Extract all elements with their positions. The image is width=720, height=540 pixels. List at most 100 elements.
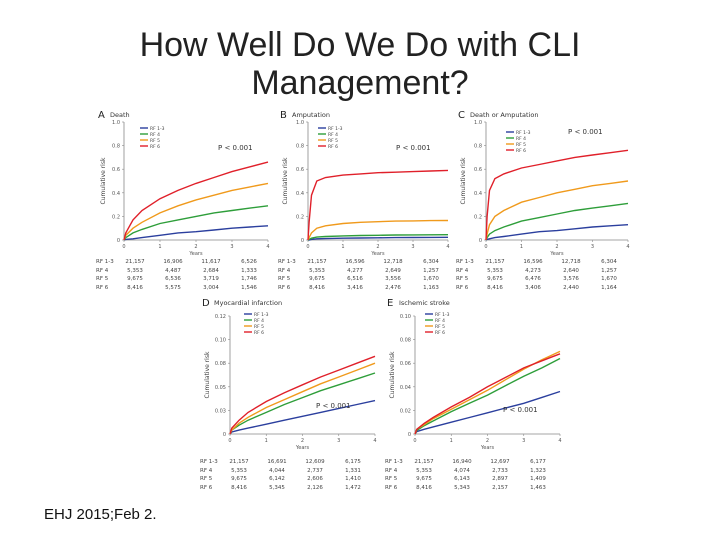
risk-table-cell: 21,157	[229, 459, 249, 466]
x-tick-label: 4	[446, 244, 449, 250]
x-tick-label: 1	[520, 244, 523, 250]
risk-table-row: RF 4 5,353 4,074 2,733 1,323	[385, 467, 557, 476]
x-tick-label: 3	[522, 438, 525, 444]
risk-table-row: RF 1-3 21,157 16,691 12,609 6,175	[200, 458, 372, 467]
legend-label: RF 5	[516, 142, 526, 148]
risk-table-cell: 1,410	[345, 476, 361, 483]
y-tick-label: 0	[301, 238, 304, 244]
risk-table-cell: 4,273	[525, 267, 541, 274]
risk-table-cell: 2,897	[492, 476, 508, 483]
risk-table-e: RF 1-3 21,157 16,940 12,697 6,177 RF 4 5,353 4,…	[385, 458, 557, 492]
y-tick-label: 0.05	[215, 385, 226, 391]
x-tick-label: 3	[411, 244, 414, 250]
risk-table-row: RF 1-3 21,157 16,596 12,718 6,304	[278, 258, 450, 267]
legend-label: RF 1-3	[150, 126, 165, 132]
series-line-rf-5	[485, 180, 629, 241]
risk-table-cell: 2,476	[385, 284, 401, 291]
risk-table-cell: 3,416	[347, 284, 363, 291]
series-line-rf-6	[485, 149, 629, 241]
risk-table-cell: 1,257	[601, 267, 617, 274]
y-tick-label: 0.12	[215, 314, 226, 320]
y-tick-label: 0.4	[296, 191, 304, 197]
panel-letter: E	[387, 298, 393, 309]
p-value: P < 0.001	[316, 402, 351, 410]
risk-table-cell: 2,440	[563, 284, 579, 291]
risk-table-row: RF 5 9,675 6,143 2,897 1,409	[385, 475, 557, 484]
risk-table-row-label: RF 6	[385, 484, 398, 491]
risk-table-cell: 2,737	[307, 467, 323, 474]
risk-table-row: RF 1-3 21,157 16,940 12,697 6,177	[385, 458, 557, 467]
x-tick-label: 3	[591, 244, 594, 250]
panel-title: Death or Amputation	[470, 111, 538, 119]
series-line-rf-1-3	[308, 236, 449, 241]
risk-table-cell: 1,472	[345, 484, 361, 491]
risk-table-cell: 11,617	[201, 259, 221, 266]
risk-table-cell: 6,476	[525, 276, 541, 283]
x-tick-label: 1	[158, 244, 161, 250]
risk-table-cell: 16,940	[452, 459, 472, 466]
x-tick-label: 0	[306, 244, 309, 250]
x-tick-label: 0	[484, 244, 487, 250]
y-tick-label: 0.2	[112, 214, 120, 220]
risk-table-row-label: RF 1-3	[200, 459, 218, 466]
risk-table-cell: 3,576	[563, 276, 579, 283]
risk-table-cell: 9,675	[231, 476, 247, 483]
risk-table-cell: 4,277	[347, 267, 363, 274]
x-tick-label: 2	[301, 438, 304, 444]
risk-table-cell: 3,004	[203, 284, 219, 291]
legend-label: RF 6	[435, 330, 445, 336]
risk-table-cell: 6,142	[269, 476, 285, 483]
risk-table-cell: 5,353	[309, 267, 325, 274]
x-tick-label: 3	[230, 244, 233, 250]
panel-letter: D	[202, 298, 210, 309]
risk-table-c: RF 1-3 21,157 16,596 12,718 6,304 RF 4 5,353 4,…	[456, 258, 628, 292]
risk-table-cell: 16,691	[267, 459, 287, 466]
risk-table-row-label: RF 5	[385, 476, 398, 483]
risk-table-cell: 5,345	[269, 484, 285, 491]
risk-table-row: RF 5 9,675 6,536 3,719 1,746	[96, 275, 268, 284]
y-tick-label: 0.10	[400, 314, 411, 320]
risk-table-cell: 5,353	[416, 467, 432, 474]
p-value: P < 0.001	[218, 144, 253, 152]
risk-table-cell: 1,670	[601, 276, 617, 283]
legend-label: RF 1-3	[435, 312, 450, 318]
series-line-rf-1-3	[414, 390, 561, 435]
panel-title: Death	[110, 111, 130, 119]
legend-label: RF 4	[435, 318, 445, 324]
risk-table-cell: 2,606	[307, 476, 323, 483]
risk-table-cell: 3,406	[525, 284, 541, 291]
slide-title: How Well Do We Do with CLI Management?	[0, 26, 720, 102]
x-tick-label: 1	[265, 438, 268, 444]
risk-table-cell: 6,516	[347, 276, 363, 283]
risk-table-row: RF 4 5,353 4,044 2,737 1,331	[200, 467, 372, 476]
risk-table-row-label: RF 4	[278, 267, 291, 274]
risk-table-row-label: RF 6	[456, 284, 469, 291]
risk-table-cell: 5,343	[454, 484, 470, 491]
risk-table-cell: 2,684	[203, 267, 219, 274]
p-value: P < 0.001	[568, 128, 603, 136]
risk-table-row-label: RF 6	[96, 284, 109, 291]
risk-table-cell: 6,177	[530, 459, 546, 466]
citation: EHJ 2015;Feb 2.	[44, 506, 157, 523]
legend-label: RF 6	[516, 148, 526, 154]
series-line-rf-5	[414, 350, 561, 435]
y-tick-label: 0.4	[474, 191, 482, 197]
series-line-rf-1-3	[485, 224, 629, 241]
risk-table-cell: 6,304	[601, 259, 617, 266]
risk-table-cell: 8,416	[127, 284, 143, 291]
y-tick-label: 0.2	[474, 214, 482, 220]
risk-table-row: RF 4 5,353 4,277 2,649 1,257	[278, 267, 450, 276]
x-tick-label: 0	[413, 438, 416, 444]
risk-table-row-label: RF 6	[200, 484, 213, 491]
risk-table-cell: 1,333	[241, 267, 257, 274]
risk-table-cell: 1,746	[241, 276, 257, 283]
panel-title: Ischemic stroke	[399, 299, 450, 307]
risk-table-row-label: RF 5	[96, 276, 109, 283]
series-line-rf-4	[123, 205, 269, 241]
risk-table-row-label: RF 5	[278, 276, 291, 283]
chart-e-ischemic-stroke: E Ischemic stroke 0 0.02 0.04 0.06 0.08 0.10 0 1 2…	[387, 298, 562, 451]
panel-title: Myocardial infarction	[214, 299, 282, 307]
x-tick-label: 4	[373, 438, 376, 444]
panel-a-death: A Death 0 0.2 0.4 0.6 0.8 1.0 0 1 2 3 4 Years Cumulati…	[96, 108, 276, 258]
risk-table-cell: 2,733	[492, 467, 508, 474]
